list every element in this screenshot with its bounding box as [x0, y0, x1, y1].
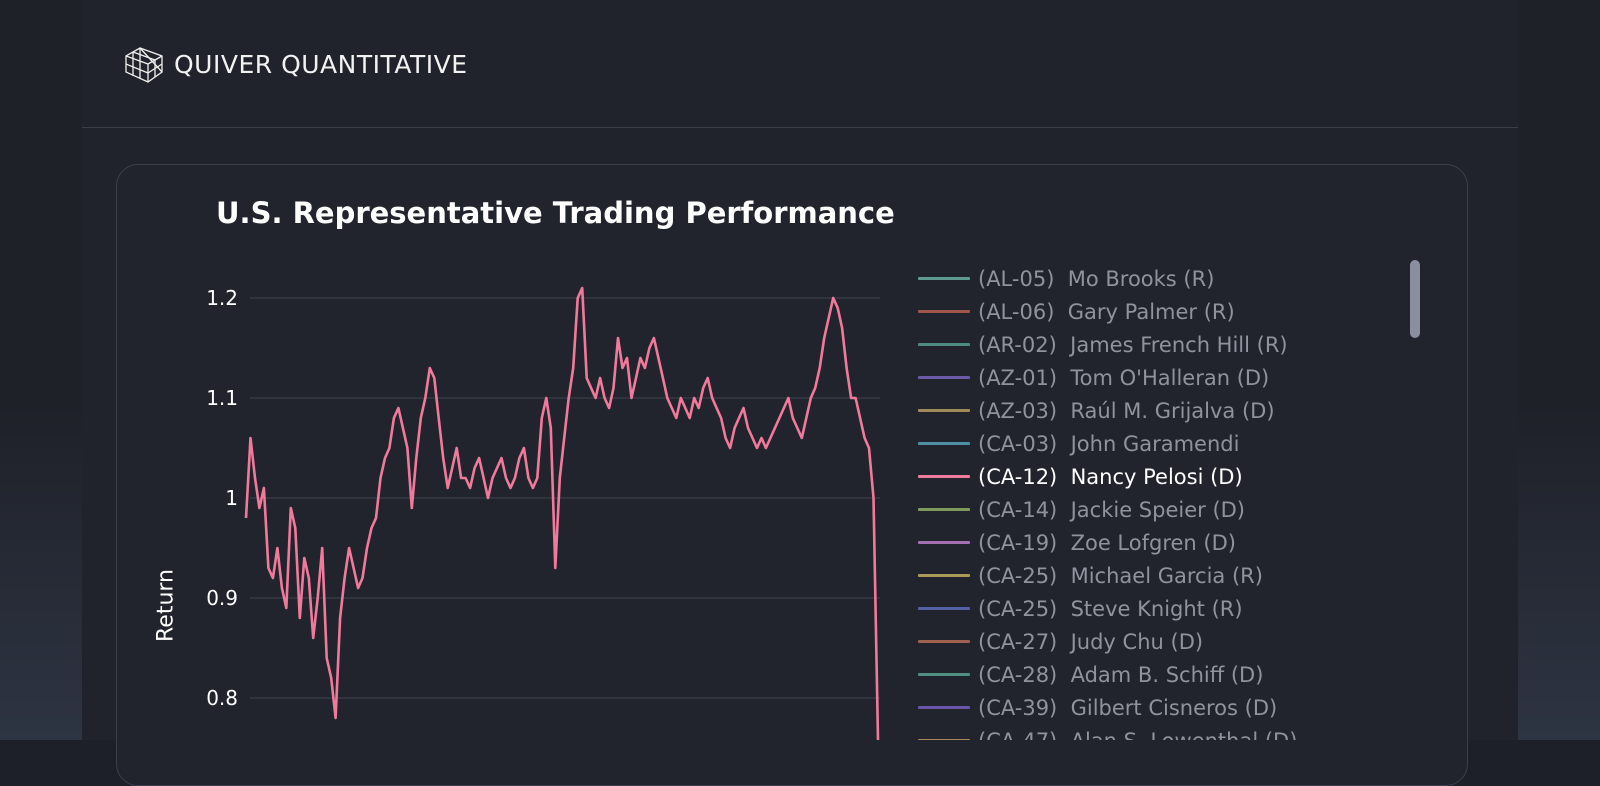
header-divider [82, 127, 1518, 128]
y-tick-label: 0.8 [206, 686, 238, 710]
y-tick-label: 1.2 [206, 286, 238, 310]
cube-lattice-icon [125, 47, 163, 83]
legend-swatch [918, 706, 970, 709]
series-line[interactable] [244, 286, 880, 740]
legend-swatch [918, 310, 970, 313]
legend-swatch [918, 409, 970, 412]
legend-item[interactable]: (CA-27) Judy Chu (D) [918, 625, 1418, 658]
legend-swatch [918, 508, 970, 511]
legend-swatch [918, 673, 970, 676]
legend-label: (AL-06) Gary Palmer (R) [978, 299, 1235, 324]
legend-swatch [918, 640, 970, 643]
legend-label: (CA-19) Zoe Lofgren (D) [978, 530, 1236, 555]
legend-item[interactable]: (CA-12) Nancy Pelosi (D) [918, 460, 1418, 493]
legend-swatch [918, 442, 970, 445]
legend-label: (CA-47) Alan S. Lowenthal (D) [978, 729, 1297, 741]
legend-label: (AL-05) Mo Brooks (R) [978, 266, 1215, 291]
legend-label: (AR-02) James French Hill (R) [978, 332, 1288, 357]
legend-swatch [918, 343, 970, 346]
legend-scrollbar[interactable] [1410, 260, 1420, 338]
legend-item[interactable]: (AZ-03) Raúl M. Grijalva (D) [918, 394, 1418, 427]
line-chart[interactable]: 1.2 1.1 1 0.9 0.8 [150, 260, 895, 740]
legend-swatch [918, 541, 970, 544]
legend-item[interactable]: (AZ-01) Tom O'Halleran (D) [918, 361, 1418, 394]
legend-label: (CA-27) Judy Chu (D) [978, 629, 1204, 654]
brand-logo[interactable]: QUIVER QUANTITATIVE [122, 42, 468, 86]
legend-item[interactable]: (AL-05) Mo Brooks (R) [918, 262, 1418, 295]
chart-card [116, 164, 1468, 786]
chart-title: U.S. Representative Trading Performance [216, 196, 895, 230]
legend-item[interactable]: (CA-14) Jackie Speier (D) [918, 493, 1418, 526]
legend-label: (CA-25) Michael Garcia (R) [978, 563, 1263, 588]
legend-label: (CA-12) Nancy Pelosi (D) [978, 464, 1243, 489]
legend-item[interactable]: (CA-25) Michael Garcia (R) [918, 559, 1418, 592]
legend-label: (AZ-01) Tom O'Halleran (D) [978, 365, 1270, 390]
legend-item[interactable]: (AR-02) James French Hill (R) [918, 328, 1418, 361]
legend-label: (AZ-03) Raúl M. Grijalva (D) [978, 398, 1275, 423]
legend-swatch [918, 376, 970, 379]
legend-swatch [918, 475, 970, 478]
legend-item[interactable]: (CA-28) Adam B. Schiff (D) [918, 658, 1418, 691]
legend-label: (CA-25) Steve Knight (R) [978, 596, 1243, 621]
legend-label: (CA-03) John Garamendi [978, 431, 1240, 456]
y-tick-label: 1.1 [206, 386, 238, 410]
legend-label: (CA-14) Jackie Speier (D) [978, 497, 1246, 522]
y-tick-label: 1 [225, 486, 238, 510]
brand-name: QUIVER QUANTITATIVE [174, 49, 468, 79]
legend-item[interactable]: (CA-25) Steve Knight (R) [918, 592, 1418, 625]
y-tick-label: 0.9 [206, 586, 238, 610]
chart-legend: (AL-05) Mo Brooks (R) (AL-06) Gary Palmer… [918, 262, 1418, 740]
legend-item[interactable]: (CA-03) John Garamendi [918, 427, 1418, 460]
legend-swatch [918, 607, 970, 610]
legend-label: (CA-39) Gilbert Cisneros (D) [978, 695, 1278, 720]
legend-item[interactable]: (AL-06) Gary Palmer (R) [918, 295, 1418, 328]
legend-item[interactable]: (CA-39) Gilbert Cisneros (D) [918, 691, 1418, 724]
legend-item[interactable]: (CA-19) Zoe Lofgren (D) [918, 526, 1418, 559]
legend-label: (CA-28) Adam B. Schiff (D) [978, 662, 1264, 687]
legend-swatch [918, 277, 970, 280]
legend-swatch [918, 574, 970, 577]
legend-item[interactable]: (CA-47) Alan S. Lowenthal (D) [918, 724, 1418, 740]
